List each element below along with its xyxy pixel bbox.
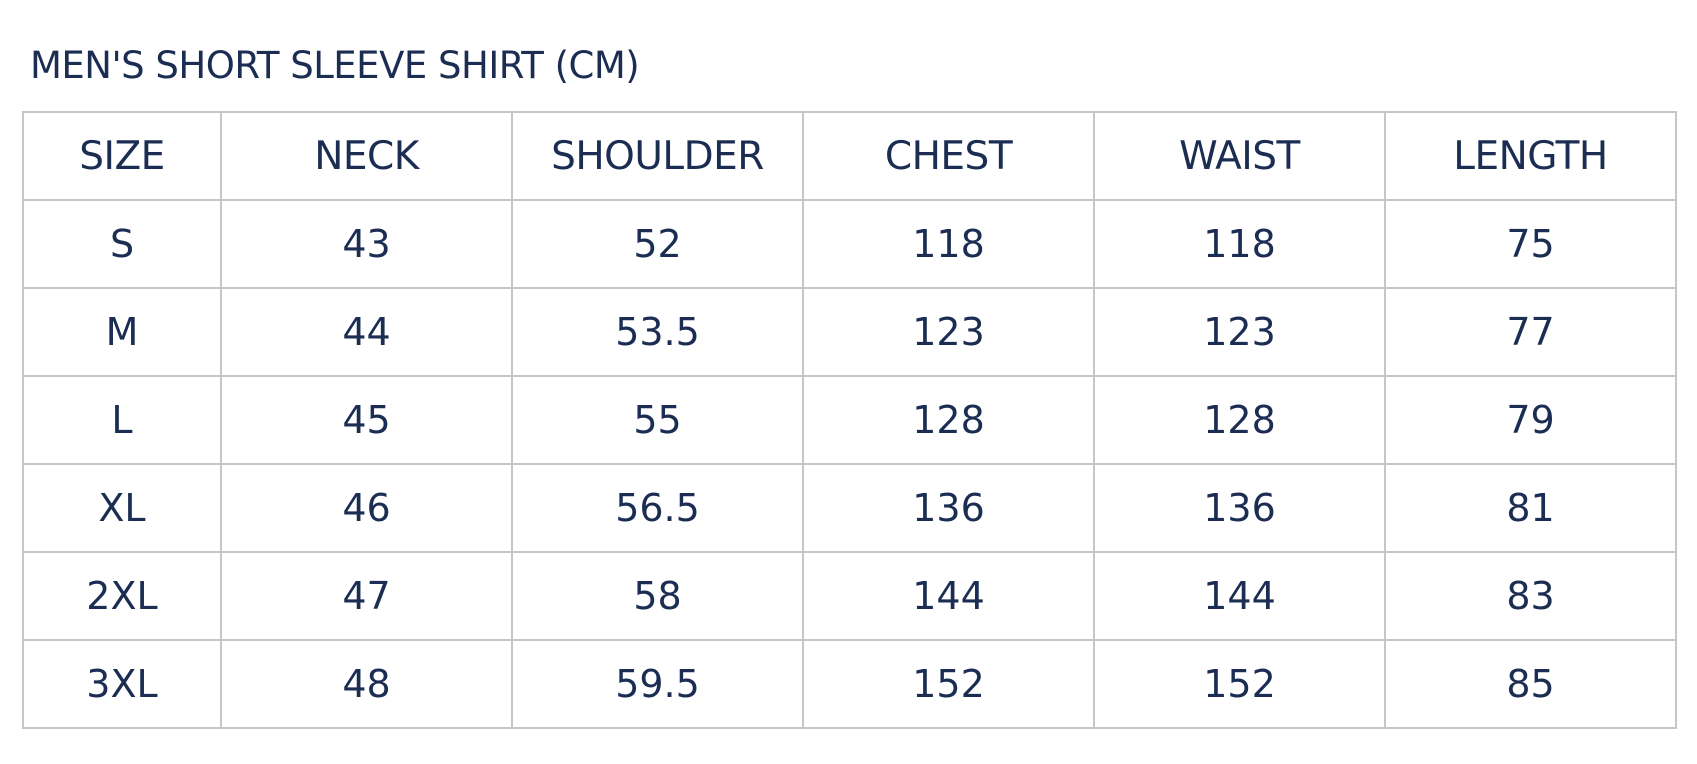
cell-neck: 43 [220, 199, 513, 289]
cell-waist: 152 [1093, 639, 1386, 729]
page-title: MEN'S SHORT SLEEVE SHIRT (CM) [30, 44, 640, 87]
cell-shoulder: 55 [511, 375, 804, 465]
header-row: SIZE NECK SHOULDER CHEST WAIST LENGTH [22, 111, 1677, 201]
header-size: SIZE [22, 111, 222, 201]
cell-chest: 152 [802, 639, 1095, 729]
cell-shoulder: 58 [511, 551, 804, 641]
cell-length: 77 [1384, 287, 1677, 377]
cell-size: M [22, 287, 222, 377]
cell-length: 85 [1384, 639, 1677, 729]
cell-neck: 48 [220, 639, 513, 729]
cell-size: S [22, 199, 222, 289]
table-row: L 45 55 128 128 79 [22, 375, 1677, 465]
cell-length: 83 [1384, 551, 1677, 641]
cell-size: 2XL [22, 551, 222, 641]
cell-waist: 144 [1093, 551, 1386, 641]
cell-shoulder: 56.5 [511, 463, 804, 553]
cell-chest: 144 [802, 551, 1095, 641]
table-row: XL 46 56.5 136 136 81 [22, 463, 1677, 553]
table-row: 3XL 48 59.5 152 152 85 [22, 639, 1677, 729]
cell-waist: 118 [1093, 199, 1386, 289]
header-waist: WAIST [1093, 111, 1386, 201]
header-neck: NECK [220, 111, 513, 201]
cell-shoulder: 59.5 [511, 639, 804, 729]
header-chest: CHEST [802, 111, 1095, 201]
cell-neck: 47 [220, 551, 513, 641]
table-row: 2XL 47 58 144 144 83 [22, 551, 1677, 641]
cell-chest: 128 [802, 375, 1095, 465]
cell-size: XL [22, 463, 222, 553]
cell-neck: 44 [220, 287, 513, 377]
cell-size: L [22, 375, 222, 465]
header-shoulder: SHOULDER [511, 111, 804, 201]
cell-chest: 136 [802, 463, 1095, 553]
cell-size: 3XL [22, 639, 222, 729]
cell-neck: 45 [220, 375, 513, 465]
header-length: LENGTH [1384, 111, 1677, 201]
cell-waist: 136 [1093, 463, 1386, 553]
table-row: M 44 53.5 123 123 77 [22, 287, 1677, 377]
cell-waist: 128 [1093, 375, 1386, 465]
cell-length: 81 [1384, 463, 1677, 553]
cell-chest: 123 [802, 287, 1095, 377]
cell-chest: 118 [802, 199, 1095, 289]
cell-length: 75 [1384, 199, 1677, 289]
cell-waist: 123 [1093, 287, 1386, 377]
cell-length: 79 [1384, 375, 1677, 465]
table-row: S 43 52 118 118 75 [22, 199, 1677, 289]
cell-shoulder: 52 [511, 199, 804, 289]
cell-neck: 46 [220, 463, 513, 553]
cell-shoulder: 53.5 [511, 287, 804, 377]
